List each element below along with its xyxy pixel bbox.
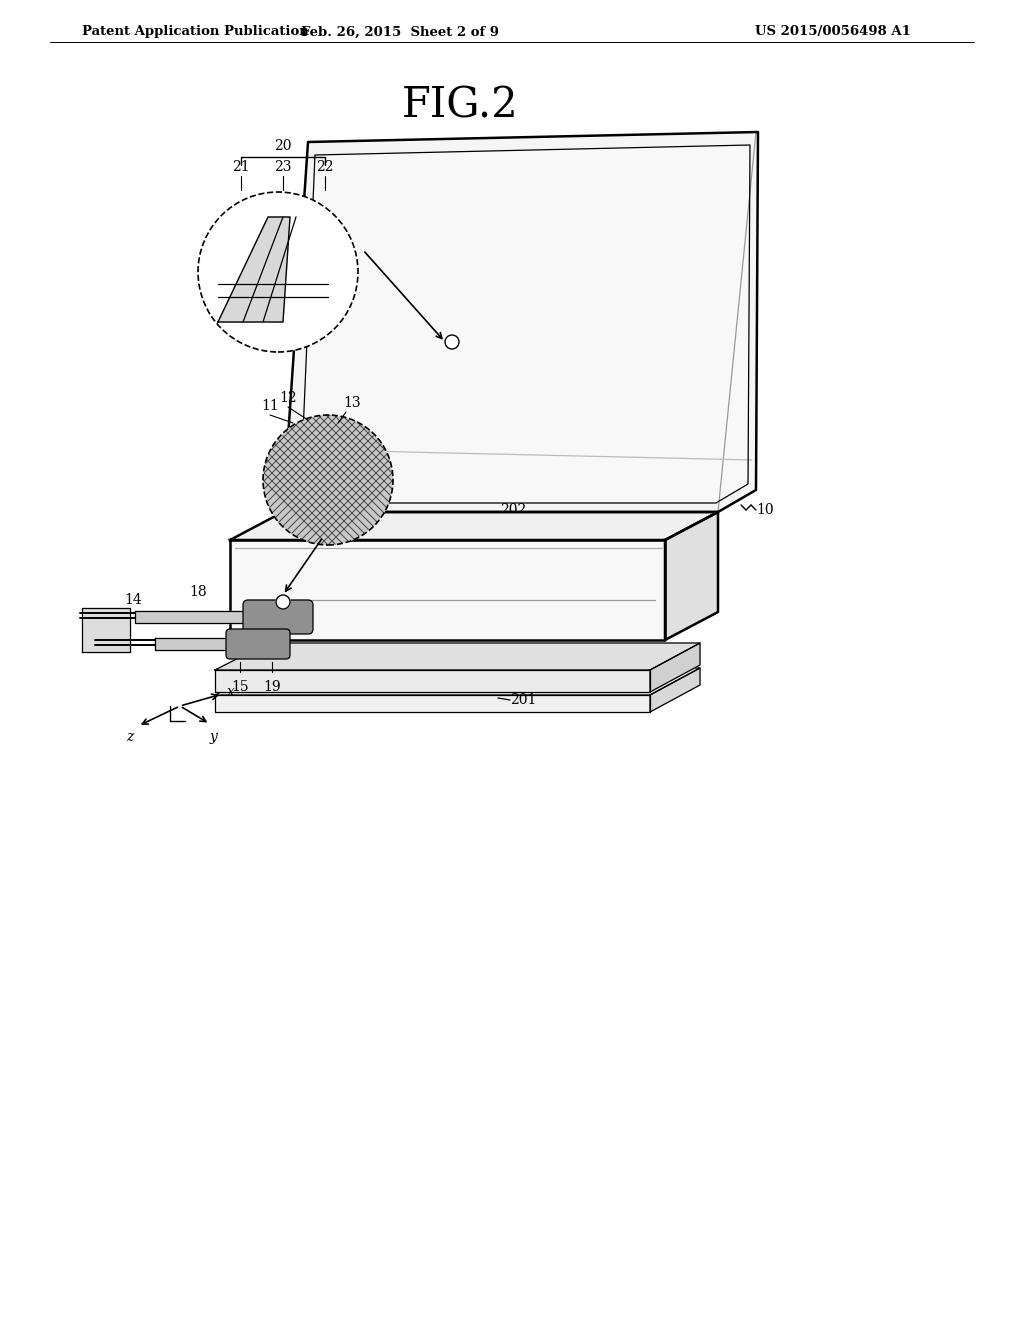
Circle shape [276, 595, 290, 609]
Circle shape [263, 414, 393, 545]
Polygon shape [300, 145, 750, 503]
Text: Feb. 26, 2015  Sheet 2 of 9: Feb. 26, 2015 Sheet 2 of 9 [301, 25, 499, 38]
Text: z: z [126, 730, 133, 744]
Text: 15: 15 [231, 680, 249, 694]
Polygon shape [230, 512, 718, 540]
Text: 201: 201 [510, 693, 537, 708]
Polygon shape [155, 638, 265, 649]
Polygon shape [215, 696, 650, 711]
Polygon shape [215, 668, 700, 696]
Text: 202: 202 [500, 503, 526, 517]
FancyBboxPatch shape [226, 630, 290, 659]
Text: 20: 20 [274, 139, 292, 153]
Polygon shape [218, 216, 290, 322]
Polygon shape [215, 643, 700, 671]
Text: 14: 14 [124, 593, 142, 607]
Text: y: y [209, 730, 217, 744]
Text: Patent Application Publication: Patent Application Publication [82, 25, 309, 38]
Text: 10: 10 [756, 503, 773, 517]
Text: 21: 21 [232, 160, 250, 174]
Text: 19: 19 [263, 680, 281, 694]
Text: 11: 11 [261, 399, 279, 413]
Text: x: x [227, 685, 234, 700]
Polygon shape [82, 609, 130, 652]
Polygon shape [230, 540, 665, 640]
Polygon shape [135, 611, 285, 623]
Text: 13: 13 [343, 396, 360, 411]
Text: 12: 12 [280, 391, 297, 405]
Polygon shape [650, 643, 700, 692]
Text: 18: 18 [189, 585, 207, 599]
Circle shape [445, 335, 459, 348]
FancyBboxPatch shape [243, 601, 313, 634]
Text: US 2015/0056498 A1: US 2015/0056498 A1 [755, 25, 911, 38]
Text: 22: 22 [316, 160, 334, 174]
Polygon shape [650, 668, 700, 711]
Polygon shape [283, 132, 758, 512]
Text: 23: 23 [274, 160, 292, 174]
Polygon shape [665, 512, 718, 640]
Circle shape [263, 414, 393, 545]
Polygon shape [215, 671, 650, 692]
Text: FIG.2: FIG.2 [401, 84, 518, 125]
Circle shape [198, 191, 358, 352]
